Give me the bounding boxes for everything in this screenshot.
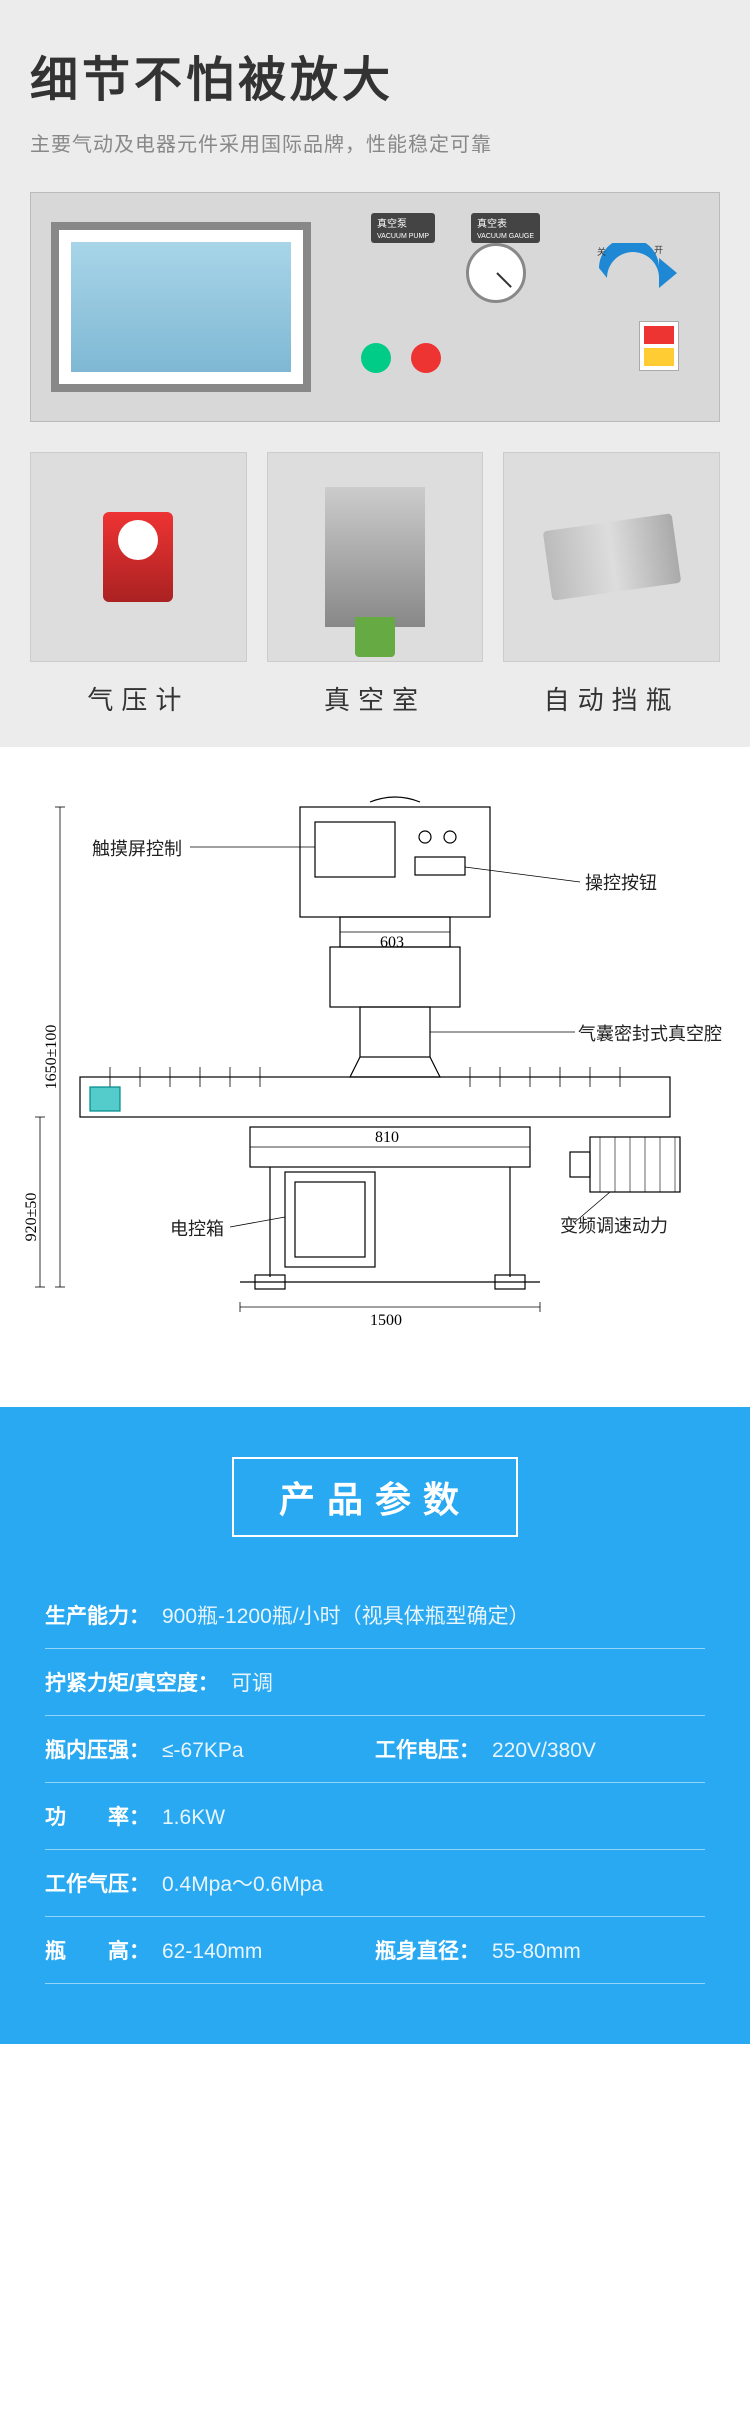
hero-subtitle: 主要气动及电器元件采用国际品牌，性能稳定可靠 xyxy=(30,128,720,157)
gauge-caption: 气压计 xyxy=(30,680,247,717)
spec-value: 1.6KW xyxy=(162,1806,225,1830)
spec-value: 62-140mm xyxy=(162,1940,262,1964)
spec-row: 瓶 高： 62-140mm 瓶身直径： 55-80mm xyxy=(45,1917,705,1984)
spec-row: 瓶内压强： ≤-67KPa 工作电压： 220V/380V xyxy=(45,1716,705,1783)
detail-card-vacuum: 真空室 xyxy=(267,452,484,717)
spec-value: ≤-67KPa xyxy=(162,1739,244,1763)
label-control-button: 操控按钮 xyxy=(585,869,657,895)
label-motor: 变频调速动力 xyxy=(560,1212,668,1238)
spec-row: 工作气压： 0.4Mpa～0.6Mpa xyxy=(45,1850,705,1917)
stop-button-icon xyxy=(411,343,441,373)
on-label: 开 xyxy=(654,245,663,255)
spec-value: 可调 xyxy=(231,1667,273,1697)
dim-height-total: 1650±100 xyxy=(43,1025,60,1090)
spec-label: 瓶身直径： xyxy=(375,1935,480,1965)
spec-value: 220V/380V xyxy=(492,1739,596,1763)
vacuum-image xyxy=(267,452,484,662)
detail-card-autoblock: 自动挡瓶 xyxy=(503,452,720,717)
dim-width-base: 1500 xyxy=(370,1312,402,1329)
dim-width-mid: 810 xyxy=(375,1129,399,1146)
spec-label: 工作气压： xyxy=(45,1868,150,1898)
spec-label: 生产能力： xyxy=(45,1600,150,1630)
vacuum-gauge-label: 真空表VACUUM GAUGE xyxy=(471,213,540,243)
gauge-image xyxy=(30,452,247,662)
diagram-section: 1650±100 920±50 603 810 1500 触摸屏控制 操控按钮 … xyxy=(0,747,750,1407)
start-button-icon xyxy=(361,343,391,373)
label-touchscreen: 触摸屏控制 xyxy=(92,835,182,861)
spec-title: 产品参数 xyxy=(232,1457,518,1537)
hero-section: 细节不怕被放大 主要气动及电器元件采用国际品牌，性能稳定可靠 真空泵VACUUM… xyxy=(0,0,750,747)
vacuum-gauge-icon xyxy=(466,243,526,303)
spec-label: 拧紧力矩/真空度： xyxy=(45,1667,219,1697)
dim-width-top: 603 xyxy=(380,934,404,951)
spec-row: 功 率： 1.6KW xyxy=(45,1783,705,1850)
spec-row: 生产能力： 900瓶-1200瓶/小时（视具体瓶型确定） xyxy=(45,1582,705,1649)
off-label: 关 xyxy=(597,246,606,257)
label-control-box: 电控箱 xyxy=(170,1215,224,1241)
spec-section: 产品参数 生产能力： 900瓶-1200瓶/小时（视具体瓶型确定） 拧紧力矩/真空度… xyxy=(0,1407,750,2044)
on-off-arrow-icon: 关 开 xyxy=(589,243,679,293)
control-panel-image: 真空泵VACUUM PUMP 真空表VACUUM GAUGE 关 开 xyxy=(30,192,720,422)
technical-diagram: 1650±100 920±50 603 810 1500 触摸屏控制 操控按钮 … xyxy=(20,787,730,1367)
spec-label: 瓶内压强： xyxy=(45,1734,150,1764)
spec-value: 55-80mm xyxy=(492,1940,581,1964)
detail-cards-row: 气压计 真空室 自动挡瓶 xyxy=(30,452,720,717)
spec-label: 瓶 高： xyxy=(45,1935,150,1965)
label-vacuum-chamber: 气囊密封式真空腔 xyxy=(578,1020,722,1046)
spec-value: 0.4Mpa～0.6Mpa xyxy=(162,1868,323,1898)
power-switch-icon xyxy=(639,321,679,371)
spec-row: 拧紧力矩/真空度： 可调 xyxy=(45,1649,705,1716)
vacuum-pump-label: 真空泵VACUUM PUMP xyxy=(371,213,435,243)
spec-label: 功 率： xyxy=(45,1801,150,1831)
autoblock-image xyxy=(503,452,720,662)
panel-controls: 真空泵VACUUM PUMP 真空表VACUUM GAUGE 关 开 xyxy=(341,213,699,401)
hero-title: 细节不怕被放大 xyxy=(30,40,720,110)
autoblock-caption: 自动挡瓶 xyxy=(503,680,720,717)
detail-card-gauge: 气压计 xyxy=(30,452,247,717)
spec-label: 工作电压： xyxy=(375,1734,480,1764)
dim-height-lower: 920±50 xyxy=(23,1193,40,1242)
spec-header: 产品参数 xyxy=(45,1457,705,1537)
spec-table: 生产能力： 900瓶-1200瓶/小时（视具体瓶型确定） 拧紧力矩/真空度： 可调瓶内… xyxy=(45,1582,705,1984)
touchscreen xyxy=(51,222,311,392)
spec-value: 900瓶-1200瓶/小时（视具体瓶型确定） xyxy=(162,1600,530,1630)
vacuum-caption: 真空室 xyxy=(267,680,484,717)
